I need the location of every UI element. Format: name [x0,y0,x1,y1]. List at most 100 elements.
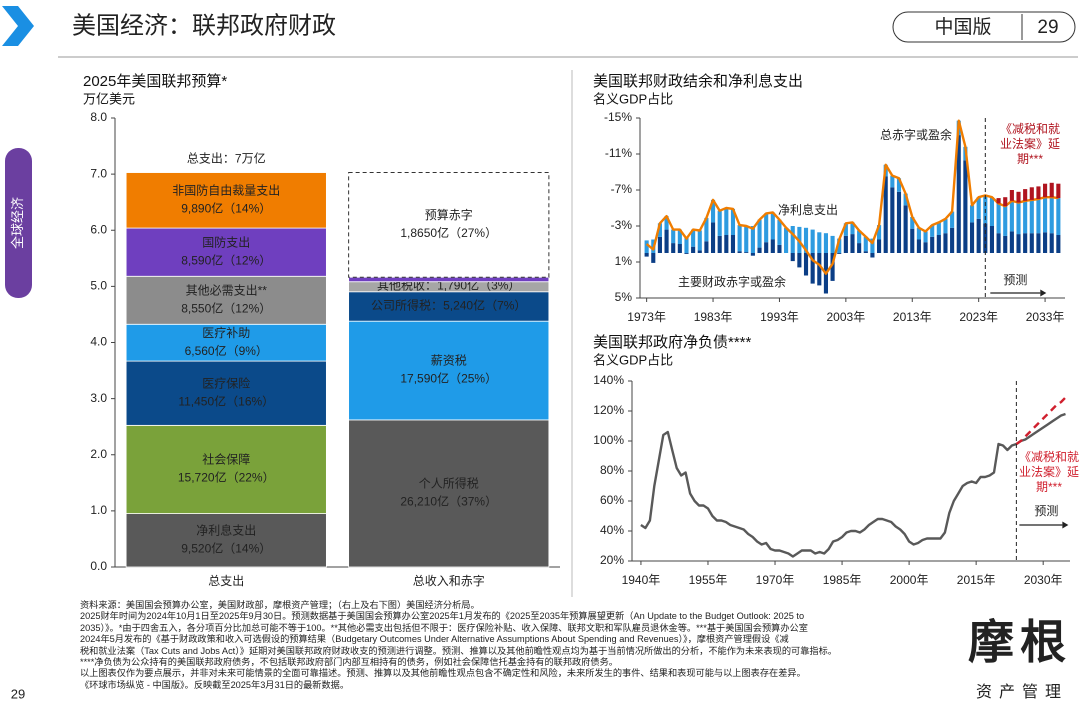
segment-name: 预算赤字 [425,207,473,222]
bar [877,225,882,240]
segment-name: 医疗保险 [202,375,250,390]
y-tick-label: -11% [605,146,632,160]
bar-segment [125,424,327,514]
bar [757,247,762,253]
footnote-line: 《环球市场纵览 - 中国版》。反映截至2025年3月31日的最新数据。 [80,679,350,690]
y-tick-label: 8.0 [90,110,107,124]
footnote-line: 2035）》。*由于四舍五入，各分项百分比加总可能不等于100。**其他必需支出… [80,622,808,633]
bar [777,244,782,253]
x-tick-label: 1993年 [760,310,799,324]
axis-unit: 名义GDP占比 [593,91,673,106]
bar [1029,233,1034,253]
bar-segment [348,320,550,421]
x-tick-label: 1983年 [694,310,733,324]
bar [664,229,669,253]
bar [923,231,928,243]
segment-value-label: 1,8650亿（27%） [400,225,497,240]
line [640,412,1066,558]
segment-value-label: 5,240亿（7%） [443,298,526,313]
x-tick-label: 2030年 [1024,573,1063,587]
y-tick-label: 100% [593,433,624,447]
bar [870,238,875,253]
bar-segment [348,276,550,283]
bar [677,229,682,244]
bar [1056,235,1061,253]
bar [830,235,835,253]
y-tick-label: 60% [600,493,624,507]
bar [724,235,729,253]
series-label: 净利息支出 [778,202,838,217]
logo-tagline: 资产管理 [976,683,1068,701]
y-tick-label: 80% [600,463,624,477]
bar [777,219,782,245]
x-tick-label: 总支出 [208,574,244,588]
bar [1036,186,1041,199]
segment-value-label: 11,450亿（16%） [178,393,274,408]
page-title: 美国经济：联邦政府财政 [72,12,336,39]
bar [730,235,736,253]
bar [704,241,709,253]
bar [863,251,868,253]
bar [877,239,882,253]
bar [684,253,689,254]
y-tick-label: 3.0 [90,391,107,405]
x-tick-label: 2015年 [957,573,996,587]
bar-segment [125,275,327,325]
bar [903,205,908,253]
bar [969,205,975,223]
bar [850,234,855,253]
line [1015,396,1067,445]
bar [770,212,775,240]
chart-title: 2025年美国联邦预算* [83,72,227,90]
bar-segment [125,172,327,229]
y-tick-label: -7% [611,182,633,196]
y-tick-label: 4.0 [90,335,107,349]
chart-title: 美国联邦政府净负债**** [593,334,752,351]
edition-pill [892,11,1076,43]
bar [1043,197,1048,233]
bar [764,213,769,243]
bar [969,222,975,253]
y-tick-label: 120% [593,403,624,417]
bar [810,229,815,253]
segment-name: 个人所得税 [419,476,479,491]
bar [850,222,855,235]
bar [843,223,848,236]
bar [710,222,716,253]
bar [1049,233,1054,253]
bar [896,191,902,253]
bar [930,225,935,237]
bar [1043,183,1048,198]
bar [857,230,862,244]
forecast-label: 预测 [1003,273,1027,287]
axis-unit: 万亿美元 [83,91,135,106]
bar [956,135,961,253]
x-tick-label: 2033年 [1026,310,1065,324]
bar-segment [125,360,327,426]
bar [691,229,696,247]
footnote-line: 以上图表仅作为要点展示，并非对未来可能情景的全面可靠描述。预测、推算以及其他前瞻… [80,668,806,679]
page-number: 29 [1037,17,1058,38]
bar [757,219,762,248]
series-label: 《减税和就业法案》延期*** [999,122,1060,166]
footnote-line: 资料来源：美国国会预算办公室，美国财政部，摩根资产管理；（右上及右下图）美国经济… [80,600,480,610]
bar [1009,190,1014,201]
bar [916,239,921,253]
bar [896,178,902,192]
segment-name: 净利息支出 [196,522,256,537]
bar [744,252,749,253]
y-tick-label: 0.0 [90,559,107,573]
bar [976,218,981,253]
line [645,119,1059,275]
bar [1043,232,1048,253]
bar [1016,234,1021,253]
bar [950,227,955,253]
y-tick-label: -15% [604,110,632,124]
y-tick-label: 5.0 [90,279,107,293]
edition: 中国版 [934,16,991,38]
bar [843,235,848,253]
bar [1049,197,1054,234]
segment-name: 医疗补助 [202,326,250,340]
bar [996,203,1001,234]
